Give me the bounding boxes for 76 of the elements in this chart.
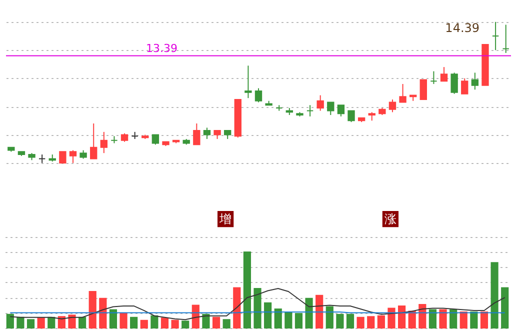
candlestick	[100, 131, 108, 154]
bar	[501, 287, 509, 328]
candlestick	[244, 65, 252, 99]
bar	[398, 305, 406, 328]
annotation: 13.39	[146, 42, 178, 55]
bar	[418, 304, 426, 328]
bar	[243, 252, 251, 328]
bar	[26, 319, 35, 328]
candlestick	[152, 134, 160, 146]
bar	[202, 314, 210, 328]
candlestick	[306, 104, 314, 117]
bar	[6, 314, 14, 328]
bar	[284, 312, 292, 328]
candlestick	[203, 127, 211, 140]
candlestick	[388, 98, 396, 113]
bar	[120, 313, 128, 328]
candlestick	[316, 94, 324, 112]
bar	[99, 298, 107, 328]
bar	[367, 316, 375, 328]
candlestick	[337, 104, 345, 117]
text: 涨	[384, 212, 396, 226]
bar	[212, 316, 220, 328]
bar	[140, 320, 148, 328]
bar	[160, 318, 169, 328]
bar	[233, 287, 241, 328]
candlestick	[69, 150, 77, 164]
bar	[490, 262, 498, 328]
candlestick	[399, 83, 406, 103]
bar	[150, 315, 158, 328]
bar	[346, 314, 354, 328]
bar	[336, 314, 344, 328]
bar	[450, 309, 458, 328]
candlestick	[502, 24, 510, 54]
candlestick	[59, 151, 66, 164]
bar	[377, 315, 385, 328]
bar	[88, 291, 96, 328]
bar	[480, 312, 488, 328]
bar	[294, 313, 303, 328]
bar	[109, 309, 118, 328]
bar	[192, 304, 200, 328]
bar	[460, 312, 468, 328]
candlestick	[430, 70, 438, 84]
candlestick	[492, 21, 500, 51]
bar	[68, 314, 76, 328]
bar	[326, 306, 334, 328]
bar	[316, 294, 324, 328]
candlestick	[450, 72, 458, 94]
candlestick	[440, 66, 448, 82]
candlestick	[471, 72, 479, 90]
candlestick	[420, 79, 427, 100]
bar	[48, 316, 56, 328]
candlestick	[348, 110, 355, 123]
bar	[388, 308, 396, 328]
bar	[78, 316, 86, 328]
bar	[16, 316, 24, 328]
bar	[130, 316, 138, 328]
bar	[428, 309, 436, 328]
candlestick	[193, 122, 200, 146]
bar	[58, 316, 66, 328]
bar	[182, 320, 190, 328]
bar	[254, 288, 262, 328]
bar	[439, 309, 447, 328]
bar	[305, 298, 313, 328]
bar	[222, 319, 230, 328]
bar	[356, 316, 364, 328]
candlestick	[254, 88, 262, 103]
bar	[470, 312, 478, 328]
text: 增	[218, 212, 232, 226]
candlestick	[327, 102, 334, 116]
annotation: 14.39	[445, 20, 480, 35]
bar	[274, 308, 282, 328]
bar	[37, 318, 45, 328]
candlestick	[461, 78, 468, 94]
bar	[264, 302, 272, 328]
candlestick	[90, 122, 98, 160]
bar	[171, 320, 179, 328]
